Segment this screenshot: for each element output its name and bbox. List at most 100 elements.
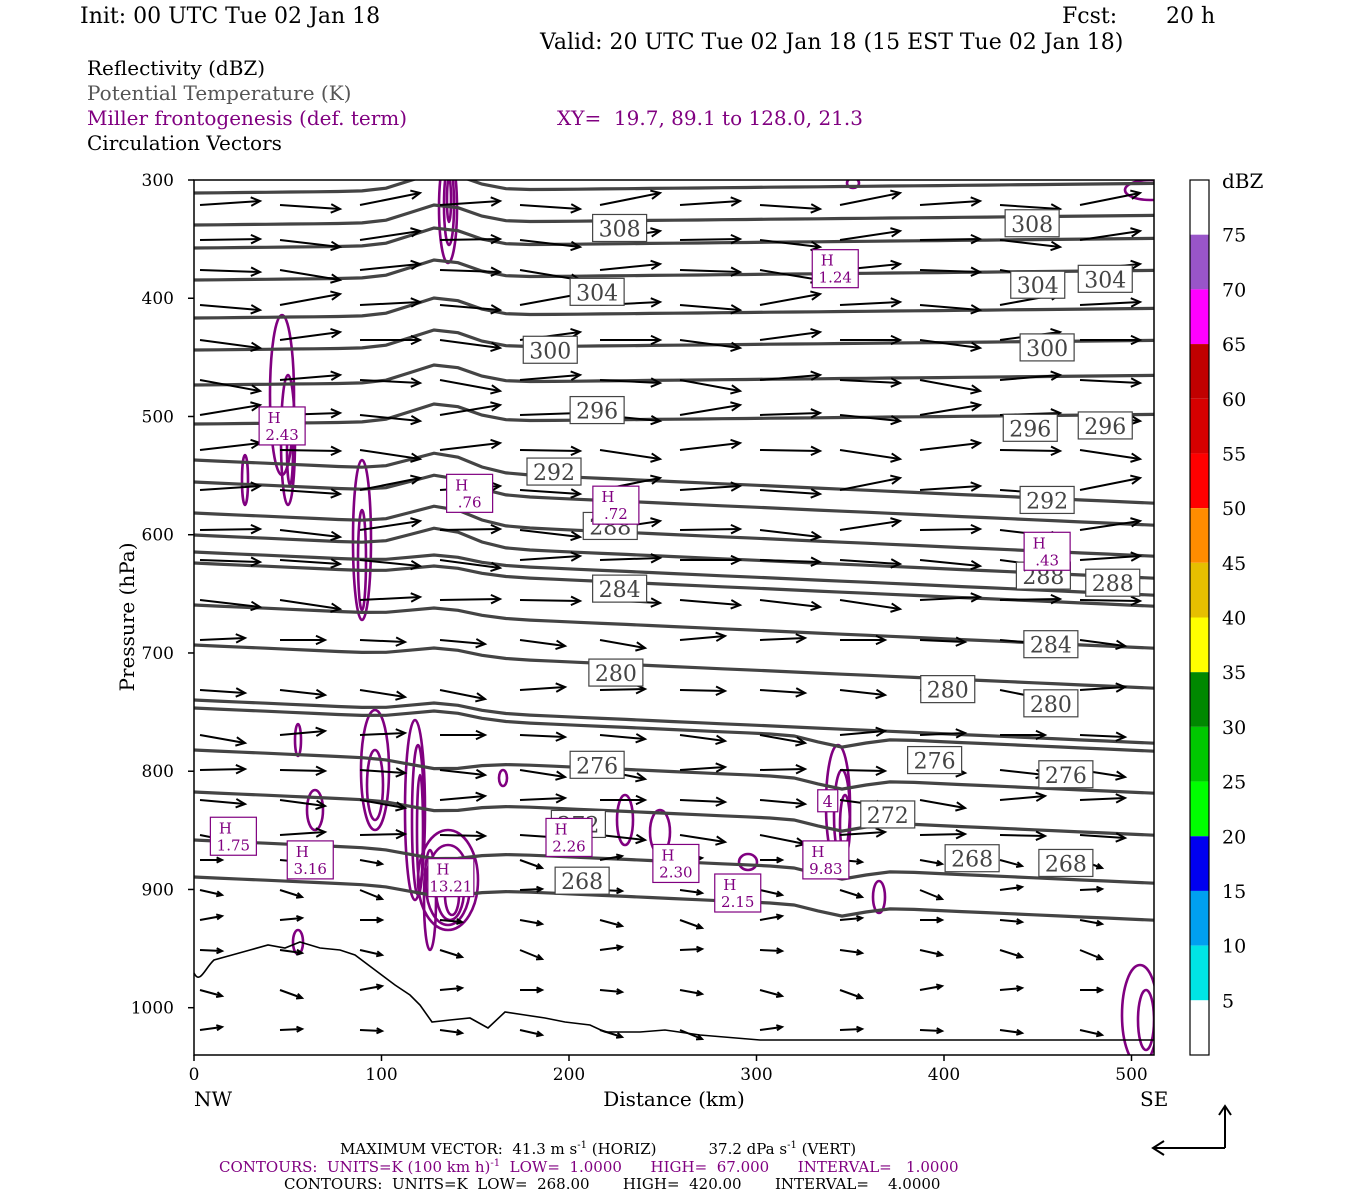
vector-arrow [999, 949, 1025, 959]
theta-isentrope [194, 180, 1154, 195]
vector-arrow [680, 554, 743, 566]
vector-arrow [919, 339, 983, 352]
vector-arrow [519, 682, 568, 693]
vector-arrow [919, 438, 983, 451]
vector-arrow [919, 859, 945, 867]
init-time: Init: 00 UTC Tue 02 Jan 18 [80, 4, 381, 29]
x-axis: 0 100 200 300 400 500 [189, 1055, 1148, 1085]
vector-arrow [999, 445, 1063, 457]
theta-isentrope [194, 526, 1154, 580]
colorbar-label: 30 [1222, 717, 1246, 739]
theta-label: 272 [860, 800, 916, 829]
vector-arrow [279, 726, 328, 737]
vector-arrow [759, 633, 808, 644]
vector-arrow [279, 488, 343, 499]
theta-isentrope [194, 451, 1154, 505]
theta-isentrope [194, 328, 1154, 352]
vector-arrow [439, 791, 488, 802]
svg-text:H: H [219, 819, 232, 837]
vector-arrow [1079, 189, 1143, 206]
vector-arrow [439, 233, 503, 245]
x-tick-label: 100 [365, 1065, 397, 1085]
svg-text:9.83: 9.83 [809, 860, 842, 878]
vector-arrow [279, 688, 328, 700]
vector-arrow [839, 599, 903, 613]
vector-arrow [439, 949, 465, 959]
svg-text:2.15: 2.15 [721, 893, 754, 911]
vector-arrow [439, 266, 503, 277]
vector-arrow [919, 304, 983, 315]
dbz-colorbar: 5 10 15 20 25 30 35 40 45 50 55 60 65 70 75 [1189, 179, 1246, 1056]
vector-arrow [279, 765, 328, 776]
se-end-label: SE [1140, 1087, 1168, 1111]
y-axis-label: Pressure (hPa) [115, 543, 139, 692]
vector-arrow [599, 553, 663, 564]
vector-arrow [919, 233, 983, 245]
colorbar-segment [1190, 562, 1209, 618]
vector-arrow [359, 829, 408, 840]
x-tick-label: 500 [1115, 1065, 1147, 1085]
vector-arrow [199, 339, 263, 352]
vector-arrow [359, 259, 423, 271]
vector-arrow [599, 988, 625, 996]
colorbar-segment [1190, 945, 1209, 1001]
theta-isentrope [194, 706, 1154, 753]
vector-arrow [519, 639, 568, 650]
vector-arrow [839, 414, 903, 426]
y-axis: 300 400 500 600 700 800 900 1000 [131, 171, 194, 1019]
vector-arrow [199, 913, 225, 921]
theta-isentrope [194, 875, 1154, 922]
vector-arrow [599, 639, 648, 652]
vector-arrow [519, 769, 568, 781]
vector-arrow [199, 599, 263, 612]
vector-arrow [359, 889, 385, 901]
theta-isentrope [194, 402, 1154, 426]
vector-arrow [919, 196, 983, 207]
theta-isentrope [194, 226, 1154, 250]
svg-text:292: 292 [1026, 489, 1068, 514]
vector-arrow [919, 636, 968, 647]
vector-arrow [359, 1027, 385, 1035]
vector-arrow [199, 196, 263, 207]
frontogenesis-max: H9.83 [802, 840, 850, 880]
theta-label: 296 [1077, 411, 1133, 440]
vector-arrow [599, 919, 625, 929]
colorbar-segment [1190, 180, 1209, 235]
vector-arrow [600, 334, 663, 346]
vector-arrow [599, 259, 663, 271]
vector-arrow [359, 297, 423, 308]
svg-text:H: H [296, 843, 309, 861]
colorbar-label: 65 [1222, 334, 1246, 356]
vector-arrow [439, 339, 503, 352]
vector-arrow [679, 631, 728, 642]
vector-arrow [599, 1029, 625, 1039]
vector-arrow [279, 445, 343, 457]
vector-arrow [839, 517, 903, 531]
colorbar-label: 75 [1222, 225, 1246, 247]
vector-arrow [279, 370, 343, 381]
vector-arrow [999, 884, 1025, 892]
vector-arrow [759, 1024, 785, 1032]
svg-text:304: 304 [576, 281, 618, 306]
vector-arrow [679, 266, 743, 277]
frontogenesis-max: H.76 [446, 473, 494, 513]
vector-arrow [759, 889, 785, 898]
colorbar-label: 15 [1222, 881, 1246, 903]
vector-arrow [519, 859, 545, 870]
vector-arrow [839, 474, 903, 491]
svg-text:.72: .72 [604, 505, 628, 523]
vector-arrow [679, 438, 743, 451]
vector-arrow [920, 916, 945, 924]
vector-arrow [519, 919, 545, 927]
vector-arrow [759, 947, 785, 955]
vector-arrow [519, 551, 583, 562]
y-tick-label: 600 [142, 526, 174, 546]
theta-isentrope [194, 748, 1154, 795]
vector-arrow [1079, 227, 1143, 241]
vector-arrow [1000, 729, 1048, 741]
svg-text:H: H [811, 843, 824, 861]
fronto-contour-info: CONTOURS: UNITS=K (100 km h)-1 LOW= 1.00… [219, 1158, 959, 1176]
vector-arrow [839, 726, 888, 737]
theta-label: 268 [944, 844, 1000, 873]
forecast-hour: 20 h [1166, 4, 1216, 29]
